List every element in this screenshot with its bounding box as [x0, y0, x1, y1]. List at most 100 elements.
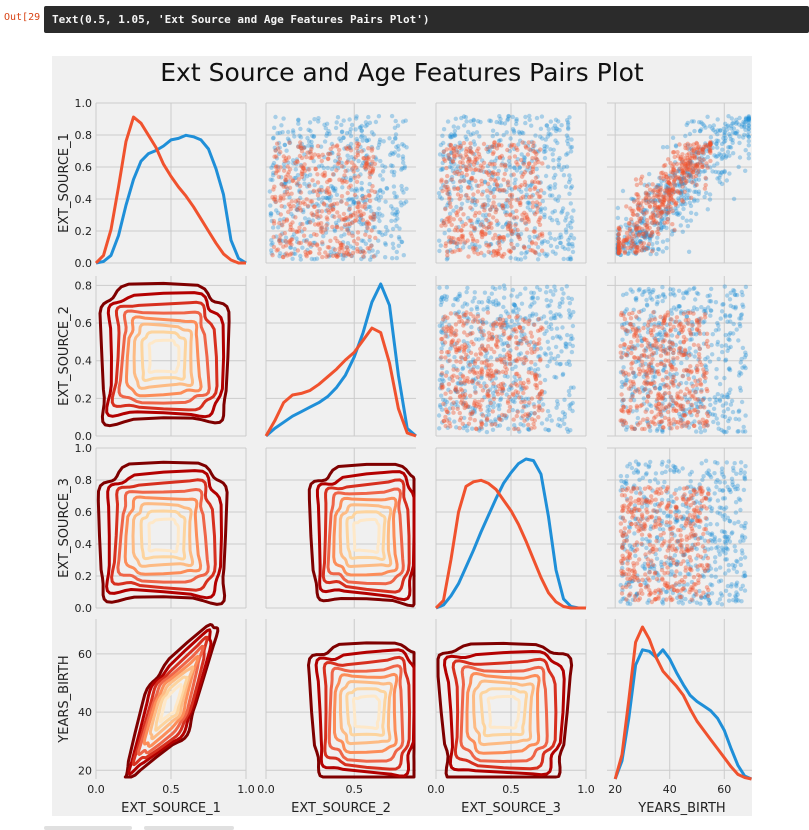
scatter-point-red	[675, 189, 680, 194]
scatter-point-red	[526, 318, 532, 323]
scatter-point-blue	[449, 165, 454, 170]
scatter-point-blue	[377, 139, 382, 145]
scatter-point-blue	[277, 217, 283, 222]
scatter-point-red	[629, 366, 634, 371]
scatter-point-red	[486, 388, 491, 394]
scatter-point-red	[471, 162, 477, 167]
scatter-point-blue	[653, 185, 658, 190]
output-text: Text(0.5, 1.05, 'Ext Source and Age Feat…	[44, 6, 809, 33]
scatter-point-blue	[518, 138, 523, 143]
scatter-point-blue	[485, 194, 490, 199]
scatter-point-red	[500, 412, 505, 418]
scatter-point-red	[311, 232, 317, 237]
scatter-point-red	[293, 199, 299, 204]
scatter-point-blue	[336, 218, 342, 223]
scatter-point-blue	[733, 130, 739, 136]
scatter-point-red	[321, 201, 326, 206]
scatter-point-blue	[542, 155, 548, 161]
scatter-point-blue	[708, 402, 713, 408]
scatter-point-red	[333, 253, 339, 258]
scatter-point-blue	[713, 328, 719, 333]
scatter-point-red	[644, 196, 649, 201]
scatter-point-blue	[352, 173, 357, 178]
scatter-point-red	[466, 254, 471, 259]
scatter-point-blue	[711, 406, 717, 411]
scatter-point-blue	[625, 225, 630, 230]
scatter-point-blue	[632, 531, 637, 536]
scatter-point-red	[296, 177, 301, 182]
scatter-point-red	[451, 217, 456, 222]
scatter-point-blue	[309, 144, 314, 150]
scatter-point-blue	[357, 213, 362, 219]
scatter-point-blue	[506, 426, 511, 431]
scatter-point-red	[334, 168, 339, 173]
scatter-point-blue	[674, 183, 679, 188]
scatter-point-red	[294, 158, 300, 164]
scatter-point-blue	[282, 252, 287, 257]
scatter-point-red	[372, 214, 377, 219]
scatter-point-red	[517, 324, 522, 330]
scatter-point-red	[499, 162, 504, 168]
scatter-point-red	[704, 161, 709, 166]
scatter-point-red	[462, 330, 467, 335]
scatter-point-red	[661, 425, 666, 430]
scatter-point-blue	[480, 158, 485, 163]
scatter-point-blue	[664, 190, 669, 195]
scatter-point-red	[310, 155, 315, 160]
scatter-point-red	[458, 359, 463, 365]
scatter-point-red	[685, 310, 691, 316]
scatter-point-blue	[731, 196, 737, 202]
scatter-point-red	[480, 388, 486, 393]
scatter-point-red	[287, 185, 293, 190]
scatter-point-blue	[359, 128, 364, 133]
scatter-point-blue	[463, 193, 469, 198]
scatter-point-red	[514, 413, 519, 419]
scatter-point-red	[533, 185, 538, 190]
scatter-point-blue	[281, 182, 286, 187]
scatter-point-red	[509, 204, 514, 209]
scatter-point-red	[317, 154, 322, 160]
scatter-point-blue	[469, 200, 475, 205]
scatter-point-blue	[678, 571, 683, 576]
scatter-point-red	[458, 217, 463, 222]
scatter-point-red	[637, 218, 643, 224]
scatter-point-red	[708, 150, 713, 155]
scatter-point-blue	[459, 147, 464, 152]
scatter-point-red	[536, 219, 541, 224]
scatter-point-red	[636, 248, 641, 253]
scatter-point-blue	[277, 238, 282, 243]
scatter-point-blue	[717, 179, 722, 185]
scatter-point-red	[450, 406, 456, 411]
scatter-point-blue	[279, 182, 284, 187]
scatter-point-blue	[632, 197, 637, 203]
scatter-point-red	[499, 143, 504, 148]
scatter-point-blue	[566, 429, 571, 434]
scatter-point-blue	[666, 208, 671, 213]
scatter-point-red	[439, 349, 444, 355]
scatter-point-red	[526, 380, 531, 385]
panel-background	[607, 448, 752, 608]
scatter-point-blue	[465, 215, 471, 221]
scatter-point-red	[369, 228, 374, 233]
scatter-point-red	[500, 203, 506, 208]
scatter-point-red	[660, 199, 666, 204]
scatter-point-red	[537, 217, 542, 222]
scatter-point-blue	[714, 416, 719, 421]
scatter-point-blue	[342, 232, 347, 237]
scatter-point-red	[481, 141, 487, 147]
scatter-point-blue	[437, 194, 443, 199]
scatter-point-red	[649, 332, 655, 338]
scatter-point-red	[471, 247, 476, 252]
scatter-point-red	[657, 197, 663, 203]
scatter-point-red	[515, 147, 520, 153]
scatter-point-blue	[501, 347, 506, 353]
scatter-point-blue	[402, 165, 407, 171]
scatter-point-red	[444, 165, 449, 171]
scatter-point-blue	[699, 155, 704, 160]
scatter-point-blue	[723, 314, 728, 319]
scatter-point-blue	[679, 188, 685, 193]
scatter-point-blue	[398, 200, 403, 205]
scatter-point-blue	[746, 138, 751, 144]
scatter-point-blue	[348, 177, 354, 183]
scatter-point-red	[508, 249, 513, 254]
